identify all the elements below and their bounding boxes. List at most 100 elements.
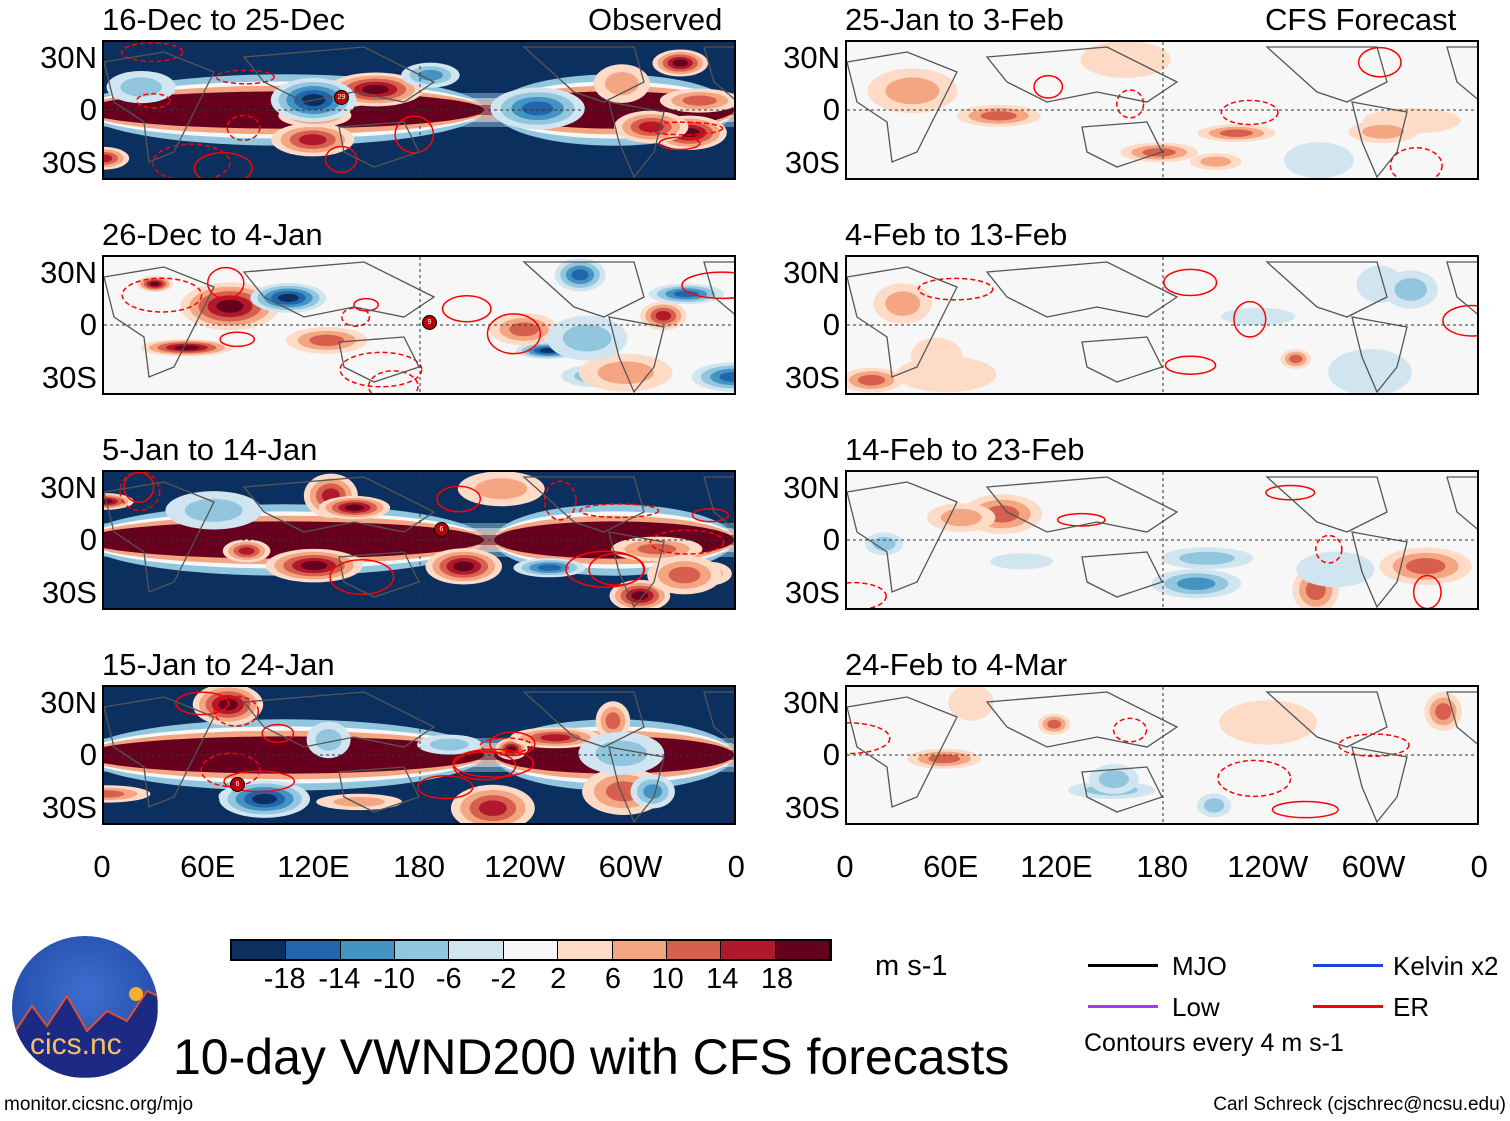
lat-label: 0 xyxy=(79,307,97,342)
coastline xyxy=(608,101,665,178)
colorbar-swatch xyxy=(775,941,830,959)
er-contour xyxy=(213,695,260,727)
colorbar-unit: m s-1 xyxy=(875,950,948,982)
coastline xyxy=(242,46,436,103)
map-panel-observed-3: 6 xyxy=(102,470,736,610)
lat-label: 0 xyxy=(822,92,840,127)
coastline xyxy=(1446,691,1477,745)
colorbar-swatch xyxy=(395,941,450,959)
er-contour xyxy=(452,751,517,781)
coastline xyxy=(1081,336,1163,383)
wind-anomaly-blob xyxy=(1219,700,1318,745)
wind-anomaly-blob xyxy=(719,372,734,382)
colorbar-tick-label: -2 xyxy=(490,963,517,995)
er-contour xyxy=(1357,46,1402,78)
lat-label: 30S xyxy=(41,360,97,395)
legend-kelvin: Kelvin x2 xyxy=(1393,951,1499,981)
legend-line-low xyxy=(1088,1005,1158,1008)
wind-anomaly-blob xyxy=(605,712,621,730)
coastline xyxy=(1081,551,1163,598)
coastline xyxy=(985,691,1179,748)
coastline xyxy=(985,476,1179,533)
colorbar-tick-label: 18 xyxy=(760,963,794,995)
er-contour xyxy=(215,69,275,85)
wind-anomaly-blob xyxy=(238,547,255,555)
map-panel-forecast-4 xyxy=(845,685,1479,825)
er-contour xyxy=(681,271,734,300)
storm-marker: 29 xyxy=(334,90,349,105)
wind-anomaly-blob xyxy=(1328,348,1412,393)
wind-anomaly-blob xyxy=(928,754,961,764)
er-contour xyxy=(329,559,395,596)
coastline xyxy=(104,266,215,378)
er-contour xyxy=(1056,512,1106,527)
lat-label: 0 xyxy=(79,92,97,127)
er-contour xyxy=(206,266,245,300)
legend-mjo: MJO xyxy=(1172,951,1227,981)
wind-anomaly-blob xyxy=(643,784,663,799)
er-contour xyxy=(1389,147,1443,178)
colorbar-swatch xyxy=(503,941,559,959)
lon-label: 0 xyxy=(1470,849,1488,884)
map-panel-observed-2: 9 xyxy=(102,255,736,395)
colorbar-tick-label: 6 xyxy=(604,963,621,995)
er-contour xyxy=(658,136,701,151)
wind-anomaly-blob xyxy=(174,345,200,351)
wind-anomaly-blob xyxy=(872,536,896,551)
panel-title: 24-Feb to 4-Mar xyxy=(845,647,1068,682)
er-contour xyxy=(226,114,261,142)
coastline xyxy=(1265,691,1388,748)
wind-anomaly-blob xyxy=(1394,278,1427,302)
wind-anomaly-blob xyxy=(682,95,717,106)
wind-anomaly-blob xyxy=(417,69,443,81)
er-contour xyxy=(1033,74,1064,99)
contour-note: Contours every 4 m s-1 xyxy=(1084,1029,1344,1057)
wind-anomaly-blob xyxy=(184,498,243,522)
er-contour xyxy=(1315,534,1343,564)
er-contour xyxy=(152,143,231,178)
coastline xyxy=(1265,476,1388,533)
wind-anomaly-blob xyxy=(453,561,475,572)
coastline xyxy=(522,261,645,318)
wind-anomaly-blob xyxy=(309,334,345,347)
er-contour xyxy=(1265,484,1316,501)
wind-anomaly-blob xyxy=(857,374,886,386)
coastline xyxy=(1081,121,1163,168)
wind-anomaly-blob xyxy=(672,59,688,67)
lon-label: 60W xyxy=(1341,849,1406,884)
lon-label: 60E xyxy=(923,849,979,884)
footer-url[interactable]: monitor.cicsnc.org/mjo xyxy=(4,1094,194,1115)
lat-label: 0 xyxy=(822,522,840,557)
coastline xyxy=(703,476,734,530)
coastline xyxy=(242,261,436,318)
colorbar-swatch xyxy=(449,941,504,959)
coastline xyxy=(985,261,1179,318)
lat-label: 30S xyxy=(784,790,840,825)
lon-label: 120W xyxy=(1227,849,1309,884)
coastline xyxy=(338,766,420,813)
wind-anomaly-blob xyxy=(362,84,389,95)
wind-anomaly-blob xyxy=(298,134,327,146)
wind-anomaly-blob xyxy=(104,154,113,163)
er-contour xyxy=(394,115,435,154)
colorbar-swatch xyxy=(612,941,667,959)
wind-anomaly-blob xyxy=(252,793,277,805)
lat-label: 30N xyxy=(40,470,97,505)
wind-anomaly-blob xyxy=(896,356,997,393)
lat-label: 0 xyxy=(822,737,840,772)
er-contour xyxy=(324,145,358,173)
lat-label: 0 xyxy=(822,307,840,342)
map-panel-forecast-3 xyxy=(845,470,1479,610)
coastline xyxy=(522,476,645,533)
coastline xyxy=(1351,746,1408,823)
coastline xyxy=(847,266,958,378)
colorbar-tick-label: 2 xyxy=(550,963,567,995)
lon-label: 60W xyxy=(598,849,663,884)
wind-anomaly-blob xyxy=(673,290,699,298)
lat-label: 30S xyxy=(784,360,840,395)
wind-anomaly-blob xyxy=(885,77,940,105)
coastline xyxy=(522,691,645,748)
wind-anomaly-blob xyxy=(571,269,589,281)
coastline xyxy=(104,481,215,593)
coastline xyxy=(1351,316,1408,393)
